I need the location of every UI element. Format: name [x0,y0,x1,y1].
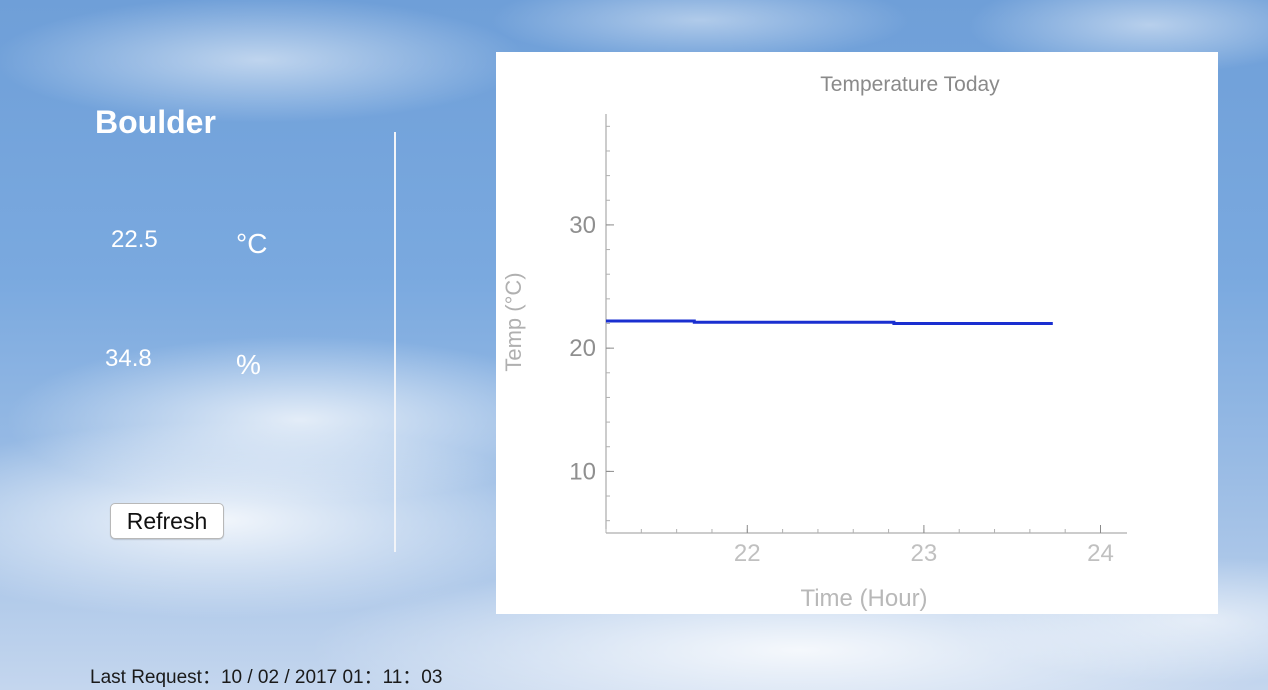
city-name: Boulder [95,104,216,140]
temperature-chart: Temperature Today Temp (°C) Time (Hour) … [501,73,1127,612]
x-tick-label: 24 [1087,540,1114,567]
x-tick-label: 23 [911,540,938,567]
humidity-unit: % [236,349,261,380]
y-tick-label: 20 [569,335,596,362]
temperature-value: 22.5 [111,226,158,253]
chart-ylabel: Temp (°C) [501,272,526,371]
x-tick-label: 22 [734,540,761,567]
chart-xlabel: Time (Hour) [800,585,927,612]
chart-title: Temperature Today [820,73,1000,96]
temperature-series-line [606,319,1053,325]
humidity-value: 34.8 [105,345,152,372]
temperature-unit: °C [236,228,268,259]
y-tick-label: 10 [569,458,596,485]
refresh-button[interactable]: Refresh [110,503,224,539]
vertical-divider [394,132,396,552]
last-request-status: Last Request：10 / 02 / 2017 01：11：03 [90,667,443,688]
temperature-chart-panel: Temperature Today Temp (°C) Time (Hour) … [496,52,1218,614]
y-tick-label: 30 [569,212,596,239]
